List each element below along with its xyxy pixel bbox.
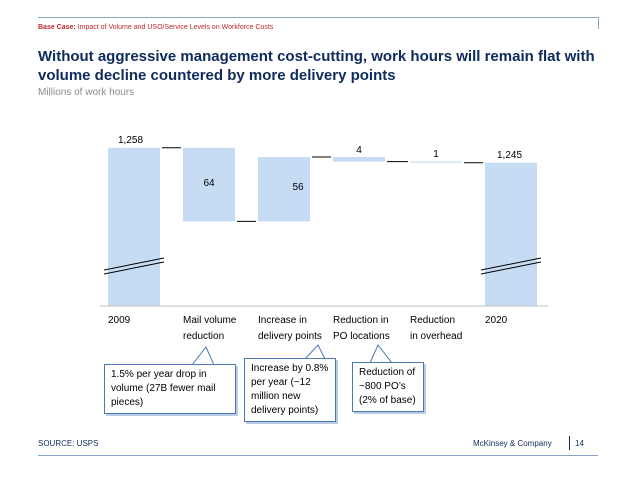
callout-mail-volume: 1.5% per year drop in volume (27B fewer …: [104, 364, 236, 414]
category-label-0: 2009: [108, 313, 130, 329]
value-label-2: 56: [292, 182, 304, 193]
base-case-note: Base Case: Impact of Volume and USO/Serv…: [38, 23, 278, 32]
category-label-4: Reduction in overhead: [410, 313, 462, 345]
callout-delivery-points-text: Increase by 0.8% per year (~12 million n…: [251, 363, 329, 416]
bar-1: [183, 147, 235, 222]
category-label-line: 2009: [108, 315, 131, 326]
axis-break-0-0: [103, 257, 165, 271]
category-label-line: reduction: [183, 331, 225, 342]
axis-break-1-0: [480, 257, 542, 271]
category-label-1: Mail volume reduction: [183, 313, 236, 345]
value-label-1: 64: [203, 178, 215, 189]
brand-name: McKinsey & Company: [473, 439, 552, 448]
axis-break-1-1: [480, 261, 542, 275]
callout-pointer-0: [190, 346, 215, 366]
category-label-2: Increase in delivery points: [258, 313, 322, 345]
page-number: 14: [575, 439, 584, 448]
category-label-line: Reduction in: [333, 315, 389, 326]
bar-3: [333, 157, 385, 162]
footer-separator: [569, 436, 570, 450]
category-label-5: 2020: [485, 313, 507, 329]
base-case-text: Impact of Volume and USO/Service Levels …: [77, 24, 274, 31]
source-note: SOURCE: USPS: [38, 439, 99, 448]
top-rule-corner: [598, 17, 599, 29]
callout-delivery-points: Increase by 0.8% per year (~12 million n…: [244, 358, 336, 422]
bar-5: [485, 162, 537, 306]
chart-subtitle: Millions of work hours: [38, 87, 135, 98]
base-case-label: Base Case:: [38, 24, 76, 31]
category-label-line: in overhead: [410, 331, 463, 342]
bar-2: [258, 157, 310, 222]
callout-pointer-2: [369, 344, 394, 364]
bottom-rule: [38, 455, 598, 456]
callout-pointer-1: [303, 344, 326, 360]
top-rule: [38, 17, 598, 18]
category-label-line: PO locations: [333, 331, 390, 342]
value-label-5: 1,245: [497, 150, 522, 161]
callout-po-locations: Reduction of ~800 PO’s (2% of base): [352, 362, 424, 412]
bar-0: [108, 147, 160, 306]
category-label-3: Reduction in PO locations: [333, 313, 390, 345]
value-label-3: 4: [356, 145, 362, 156]
category-label-line: 2020: [485, 315, 508, 326]
value-label-4: 1: [433, 149, 439, 160]
bar-4: [410, 161, 462, 163]
slide-title: Without aggressive management cost-cutti…: [38, 48, 595, 84]
value-label-0: 1,258: [118, 135, 143, 146]
callout-mail-volume-text: 1.5% per year drop in volume (27B fewer …: [111, 369, 216, 408]
callout-po-locations-text: Reduction of ~800 PO’s (2% of base): [359, 367, 416, 406]
category-label-line: Increase in: [258, 315, 307, 326]
category-label-line: Mail volume: [183, 315, 237, 326]
category-label-line: delivery points: [258, 331, 322, 342]
category-label-line: Reduction: [410, 315, 456, 326]
axis-break-0-1: [103, 261, 165, 275]
